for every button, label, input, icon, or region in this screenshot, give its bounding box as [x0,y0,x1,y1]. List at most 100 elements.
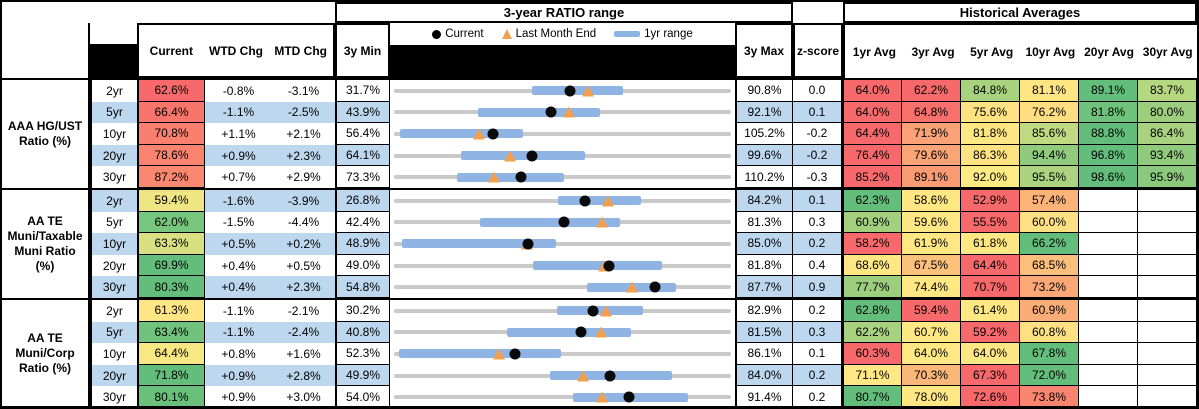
tenor-cell[interactable]: 5yr [90,211,137,234]
min-3y-cell[interactable]: 49.0% [335,254,390,277]
min-3y-cell[interactable]: 64.1% [335,144,390,167]
wtd-chg-cell[interactable]: -1.5% [222,215,255,230]
mtd-chg-cell[interactable]: +3.0% [286,390,321,405]
avg-header-3yr[interactable]: 3yr Avg [911,44,955,59]
mtd-chg-cell[interactable]: +2.8% [272,364,335,387]
avg-cell-1yr-avg[interactable]: 58.2% [843,233,902,255]
tenor-cell[interactable]: 20yr [90,144,137,167]
current-cell[interactable]: 80.1% [137,386,205,406]
avg-cell-30yr-avg[interactable] [1138,276,1197,298]
wtd-chg-cell[interactable]: +0.9% [205,364,272,387]
avg-cell-1yr-avg[interactable]: 64.4% [843,123,902,145]
current-cell[interactable]: 61.3% [137,299,205,322]
avg-cell-3yr-avg[interactable]: 74.4% [902,276,961,298]
max-3y-cell[interactable]: 90.8% [735,80,793,102]
avg-cell-5yr-avg[interactable]: 67.3% [961,364,1020,387]
avg-cell-3yr-avg[interactable]: 78.0% [902,386,961,406]
avg-cell-5yr-avg[interactable]: 81.8% [961,123,1020,145]
avg-cell-5yr-avg[interactable]: 55.5% [961,211,1020,234]
min-3y-cell[interactable]: 56.4% [335,123,390,145]
avg-cell-20yr-avg[interactable] [1079,343,1138,365]
avg-cell-5yr-avg[interactable]: 61.8% [961,233,1020,255]
mtd-chg-cell[interactable]: -3.9% [272,189,335,212]
mtd-chg-cell[interactable]: +0.2% [272,233,335,255]
avg-cell-10yr-avg[interactable]: 68.5% [1020,254,1079,277]
avg-cell-1yr-avg[interactable]: 68.6% [843,254,902,277]
avg-cell-3yr-avg[interactable]: 59.6% [902,211,961,234]
avg-cell-10yr-avg[interactable]: 73.8% [1020,386,1079,406]
mtd-chg-cell[interactable]: +2.3% [272,144,335,167]
avg-cell-20yr-avg[interactable] [1079,299,1138,322]
wtd-chg-cell[interactable]: +0.9% [205,144,272,167]
min-3y-cell[interactable]: 26.8% [335,189,390,212]
avg-cell-20yr-avg[interactable] [1079,233,1138,255]
current-cell[interactable]: 66.4% [137,101,205,124]
current-cell[interactable]: 78.6% [137,144,205,167]
avg-cell-30yr-avg[interactable] [1138,321,1197,344]
avg-cell-20yr-avg[interactable] [1079,321,1138,344]
current-cell[interactable]: 62.0% [137,211,205,234]
avg-cell-3yr-avg[interactable]: 70.3% [902,364,961,387]
avg-cell-1yr-avg[interactable]: 62.8% [843,299,902,322]
min-3y-cell[interactable]: 40.8% [335,321,390,344]
avg-cell-3yr-avg[interactable]: 62.2% [902,80,961,102]
avg-cell-30yr-avg[interactable]: 95.9% [1138,166,1197,188]
avg-cell-30yr-avg[interactable]: 93.4% [1138,144,1197,167]
avg-cell-30yr-avg[interactable] [1138,343,1197,365]
change-columns-header[interactable]: Current WTD Chg MTD Chg [137,23,335,78]
tenor-cell[interactable]: 20yr [90,364,137,387]
avg-cell-1yr-avg[interactable]: 71.1% [843,364,902,387]
z-score-cell[interactable]: 0.1 [793,343,843,365]
avg-cell-30yr-avg[interactable]: 80.0% [1138,101,1197,124]
mtd-chg-cell[interactable]: -3.1% [287,83,320,98]
max-3y-cell[interactable]: 81.3% [735,211,793,234]
avg-cell-3yr-avg[interactable]: 64.0% [902,343,961,365]
z-score-cell[interactable]: 0.2 [793,386,843,406]
z-score-cell[interactable]: 0.2 [793,233,843,255]
avg-cell-30yr-avg[interactable] [1138,364,1197,387]
avg-header-20yr[interactable]: 20yr Avg [1084,44,1134,59]
avg-cell-10yr-avg[interactable]: 72.0% [1020,364,1079,387]
avg-cell-30yr-avg[interactable] [1138,189,1197,212]
current-cell[interactable]: 80.3% [137,276,205,298]
avg-cell-5yr-avg[interactable]: 72.6% [961,386,1020,406]
tenor-cell[interactable]: 10yr [90,343,137,365]
tenor-cell[interactable]: 30yr [90,276,137,298]
tenor-cell[interactable]: 2yr [90,80,137,102]
wtd-chg-cell[interactable]: +0.9% [221,390,256,405]
avg-cell-5yr-avg[interactable]: 92.0% [961,166,1020,188]
avg-cell-3yr-avg[interactable]: 58.6% [902,189,961,212]
current-cell[interactable]: 69.9% [137,254,205,277]
wtd-chg-cell[interactable]: -1.6% [205,189,272,212]
min-3y-cell[interactable]: 49.9% [335,364,390,387]
avg-cell-5yr-avg[interactable]: 84.8% [961,80,1020,102]
avg-cell-30yr-avg[interactable]: 83.7% [1138,80,1197,102]
mtd-chg-cell[interactable]: -2.5% [272,101,335,124]
3y-max-column-header[interactable]: 3y Max [735,23,793,78]
avg-cell-20yr-avg[interactable] [1079,386,1138,406]
wtd-chg-column-header[interactable]: WTD Chg [209,43,263,58]
wtd-chg-cell[interactable]: +0.4% [205,276,272,298]
mtd-chg-cell[interactable]: +2.3% [272,276,335,298]
avg-header-30yr[interactable]: 30yr Avg [1142,44,1193,59]
avg-cell-10yr-avg[interactable]: 95.5% [1020,166,1079,188]
avg-cell-1yr-avg[interactable]: 62.3% [843,189,902,212]
avg-cell-10yr-avg[interactable]: 60.0% [1020,211,1079,234]
avg-cell-20yr-avg[interactable]: 98.6% [1079,166,1138,188]
avg-cell-5yr-avg[interactable]: 86.3% [961,144,1020,167]
avg-cell-10yr-avg[interactable]: 60.8% [1020,321,1079,344]
avg-cell-3yr-avg[interactable]: 79.6% [902,144,961,167]
min-3y-cell[interactable]: 54.8% [335,276,390,298]
max-3y-cell[interactable]: 81.8% [735,254,793,277]
avg-cell-10yr-avg[interactable]: 60.9% [1020,299,1079,322]
avg-cell-1yr-avg[interactable]: 77.7% [843,276,902,298]
z-score-cell[interactable]: 0.1 [793,101,843,124]
avg-cell-5yr-avg[interactable]: 61.4% [961,299,1020,322]
min-3y-cell[interactable]: 54.0% [335,386,390,406]
current-cell[interactable]: 87.2% [137,166,205,188]
avg-cell-1yr-avg[interactable]: 64.0% [843,101,902,124]
tenor-cell[interactable]: 10yr [90,123,137,145]
avg-cell-10yr-avg[interactable]: 73.2% [1020,276,1079,298]
avg-cell-20yr-avg[interactable]: 88.8% [1079,123,1138,145]
min-3y-cell[interactable]: 48.9% [335,233,390,255]
